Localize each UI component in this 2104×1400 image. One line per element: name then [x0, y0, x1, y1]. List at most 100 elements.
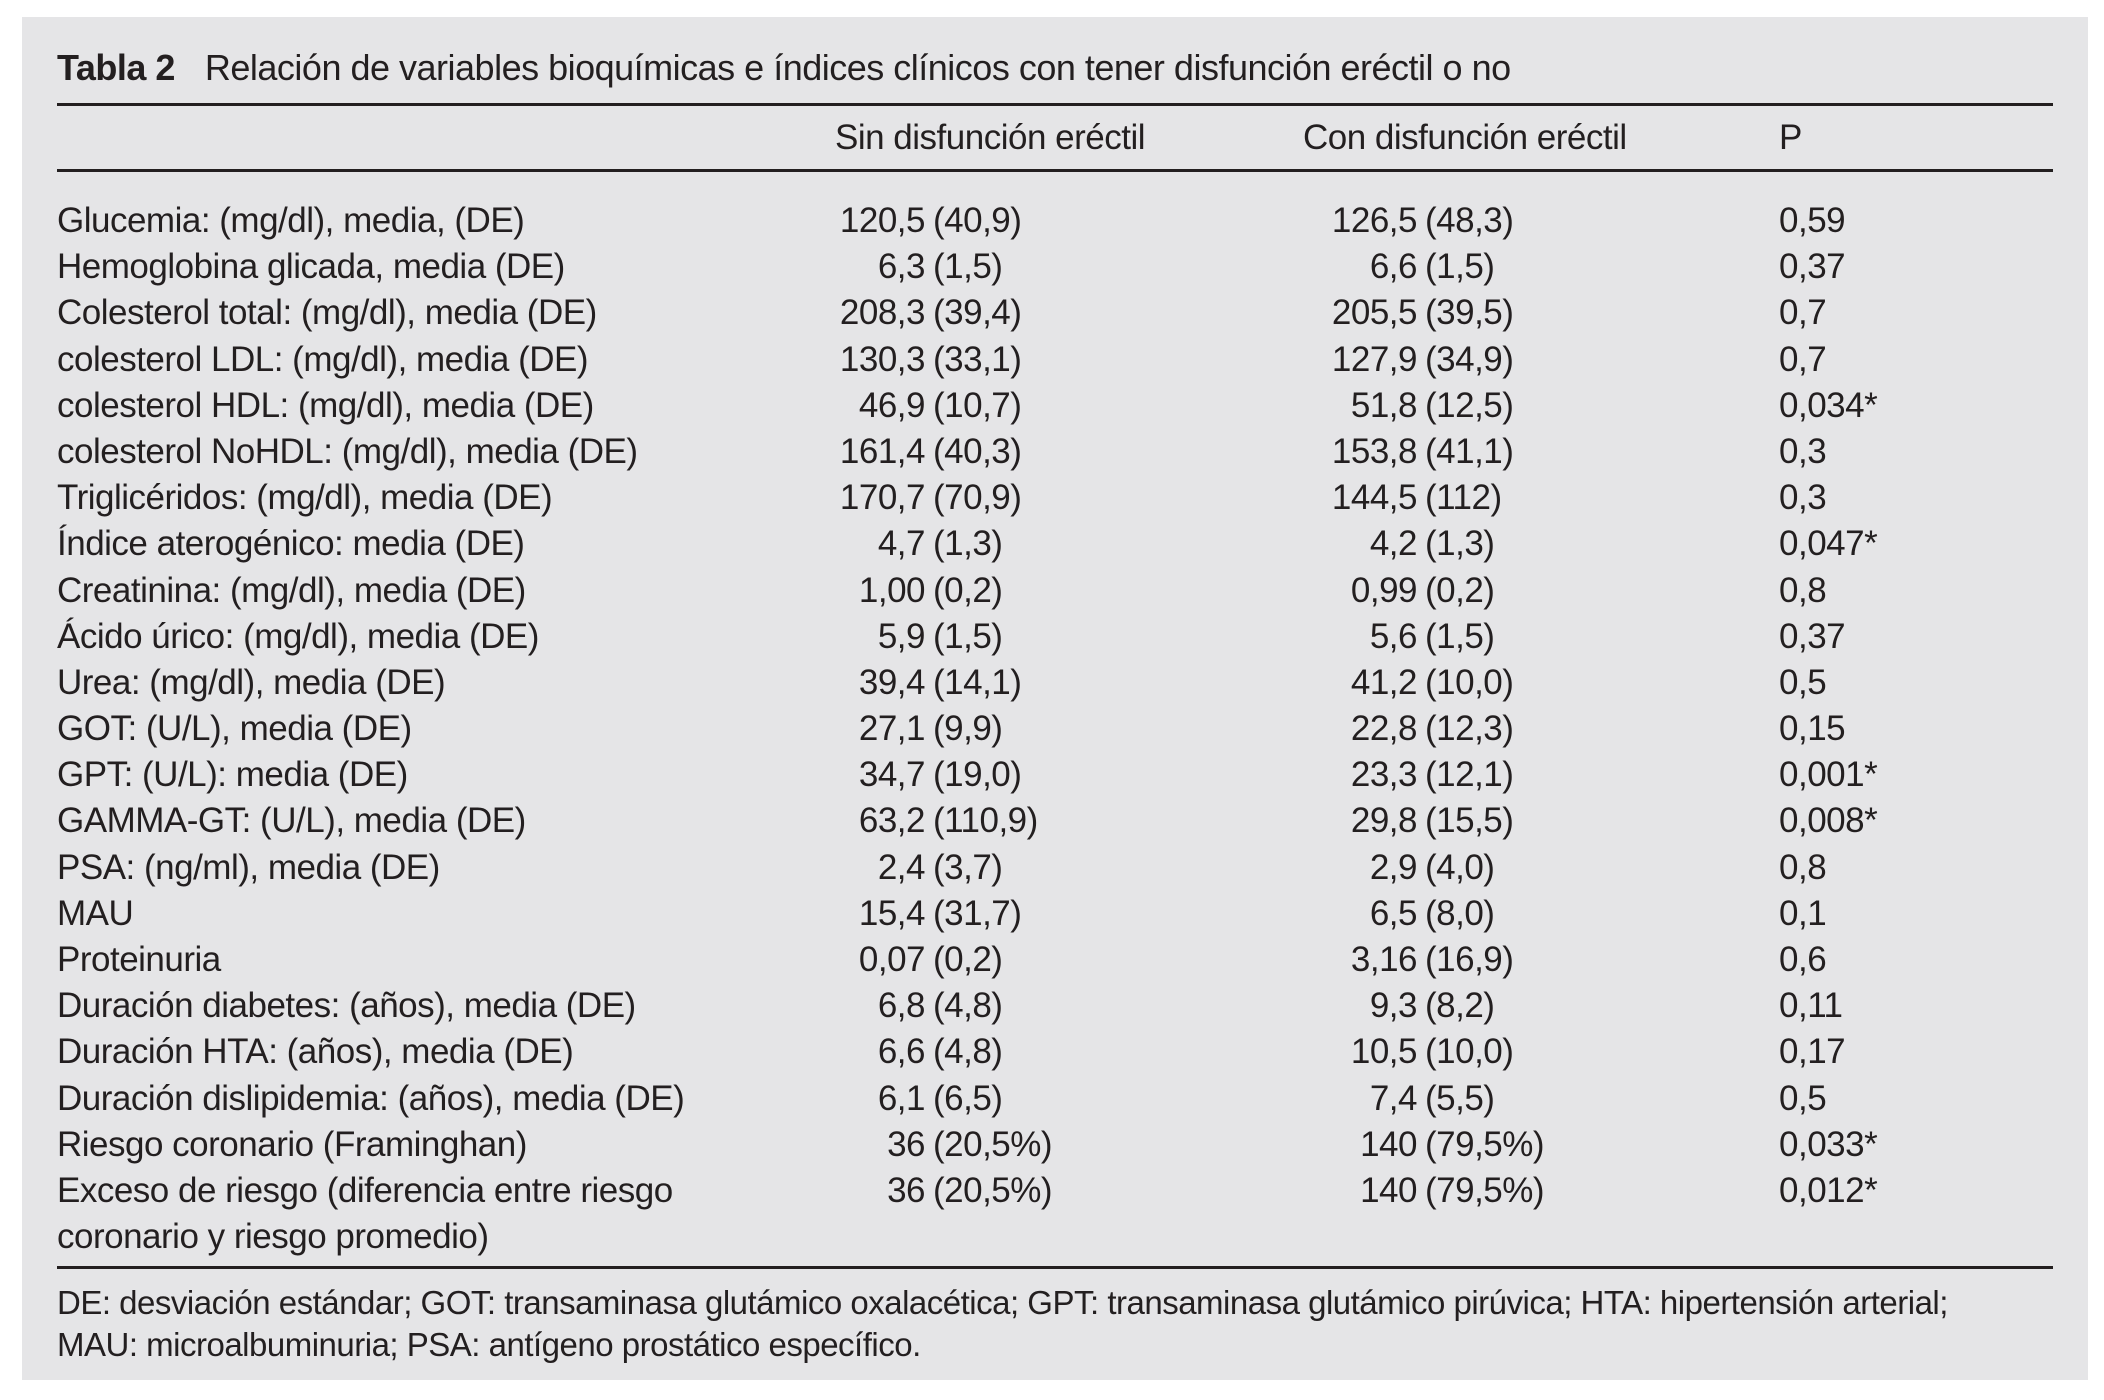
cell-con-mean: 41,2	[1350, 662, 1418, 702]
cell-con-mean: 7,4	[1369, 1078, 1418, 1118]
header-rule	[57, 169, 2053, 172]
cell-p-value: 0,5	[1779, 662, 1827, 702]
table-row: Índice aterogénico: media (DE) 4,7 (1,3) 4,…	[22, 521, 2088, 567]
cell-con-mean: 127,9	[1331, 339, 1418, 379]
cell-con-sd: (1,5)	[1425, 616, 1495, 656]
cell-sin-mean: 36	[887, 1170, 925, 1210]
row-label: Ácido úrico: (mg/dl), media (DE)	[57, 616, 539, 656]
cell-con-mean: 51,8	[1350, 385, 1418, 425]
cell-con-sd: (41,1)	[1425, 431, 1514, 471]
row-label: GAMMA-GT: (U/L), media (DE)	[57, 801, 526, 841]
table-row: Proteinuria 0,07 (0,2) 3,16 (16,9) 0,6	[22, 937, 2088, 983]
table-row: Glucemia: (mg/dl), media, (DE) 120,5 (40,9…	[22, 198, 2088, 244]
cell-p-value: 0,001*	[1779, 755, 1878, 795]
cell-p-value: 0,033*	[1779, 1124, 1878, 1164]
table-row: GPT: (U/L): media (DE) 34,7 (19,0) 23,3 (12,…	[22, 752, 2088, 798]
cell-sin-mean: 4,7	[877, 524, 926, 564]
row-label: Índice aterogénico: media (DE)	[57, 524, 525, 564]
cell-sin-sd: (4,8)	[933, 1032, 1003, 1072]
table-panel: Tabla 2 Relación de variables bioquímicas…	[22, 17, 2088, 1380]
cell-sin-mean: 15,4	[858, 893, 926, 933]
row-label: Duración HTA: (años), media (DE)	[57, 1032, 574, 1072]
cell-sin-sd: (39,4)	[933, 293, 1022, 333]
page-title: Relación de variables bioquímicas e índi…	[204, 47, 1511, 88]
cell-con-mean: 205,5	[1331, 293, 1418, 333]
cell-sin-mean: 170,7	[839, 478, 926, 518]
cell-sin-mean: 6,3	[877, 247, 926, 287]
cell-sin-sd: (14,1)	[933, 662, 1022, 702]
row-label: GPT: (U/L): media (DE)	[57, 755, 408, 795]
cell-sin-sd: (19,0)	[933, 755, 1022, 795]
cell-sin-sd: (20,5%)	[933, 1124, 1053, 1164]
cell-sin-mean: 0,07	[858, 940, 926, 979]
cell-con-sd: (39,5)	[1425, 293, 1514, 333]
cell-p-value: 0,3	[1779, 478, 1827, 518]
cell-con-mean: 140	[1360, 1124, 1417, 1164]
table-row: GOT: (U/L), media (DE) 27,1 (9,9) 22,8 (12,3…	[22, 706, 2088, 752]
top-rule	[57, 103, 2053, 106]
cell-sin-mean: 63,2	[858, 801, 926, 841]
column-header-con-disfuncion: Con disfunción eréctil	[1303, 118, 1627, 157]
cell-con-sd: (4,0)	[1425, 847, 1495, 887]
row-label: GOT: (U/L), media (DE)	[57, 709, 412, 749]
row-label: Exceso de riesgo (diferencia entre riesg…	[57, 1170, 673, 1210]
cell-sin-sd: (20,5%)	[933, 1170, 1053, 1210]
cell-sin-mean: 39,4	[858, 662, 926, 702]
table-row: colesterol HDL: (mg/dl), media (DE) 46,9(…	[22, 383, 2088, 429]
cell-p-value: 0,37	[1779, 247, 1846, 287]
cell-con-mean: 144,5	[1331, 478, 1418, 518]
cell-p-value: 0,8	[1779, 570, 1827, 610]
cell-sin-sd: (0,2)	[933, 940, 1003, 979]
cell-con-sd: (5,5)	[1425, 1078, 1495, 1118]
cell-con-sd: (112)	[1425, 478, 1502, 518]
table-row: Ácido úrico: (mg/dl), media (DE) 5,9 (1,5)…	[22, 614, 2088, 660]
row-label: Glucemia: (mg/dl), media, (DE)	[57, 201, 525, 240]
cell-sin-mean: 6,8	[877, 986, 926, 1026]
cell-sin-mean: 161,4	[839, 431, 926, 471]
cell-sin-mean: 46,9	[858, 385, 926, 425]
cell-con-mean: 22,8	[1350, 709, 1418, 749]
cell-p-value: 0,8	[1779, 847, 1827, 887]
table-row: PSA: (ng/ml), media (DE) 2,4 (3,7) 2,9 (4,0)…	[22, 845, 2088, 891]
table-row: Duración dislipidemia: (años), media (DE…	[22, 1076, 2088, 1122]
column-header-sin-disfuncion: Sin disfunción eréctil	[835, 118, 1146, 157]
cell-con-sd: (10,0)	[1425, 1032, 1514, 1072]
cell-sin-mean: 6,6	[877, 1032, 926, 1072]
cell-con-sd: (48,3)	[1425, 201, 1514, 240]
cell-p-value: 0,59	[1779, 201, 1846, 240]
table-row: Hemoglobina glicada, media (DE) 6,3 (1,5) 6…	[22, 244, 2088, 290]
cell-con-mean: 4,2	[1369, 524, 1418, 564]
cell-sin-sd: (6,5)	[933, 1078, 1003, 1118]
cell-con-sd: (0,2)	[1425, 570, 1495, 610]
cell-sin-sd: (31,7)	[933, 893, 1022, 933]
cell-p-value: 0,008*	[1779, 801, 1878, 841]
cell-con-sd: (79,5%)	[1425, 1124, 1545, 1164]
cell-p-value: 0,3	[1779, 431, 1827, 471]
table-row: Urea: (mg/dl), media (DE) 39,4 (14,1) 41,2(…	[22, 660, 2088, 706]
table-row: Triglicéridos: (mg/dl), media (DE) 170,7(…	[22, 475, 2088, 521]
cell-sin-mean: 6,1	[877, 1078, 926, 1118]
cell-p-value: 0,37	[1779, 616, 1846, 656]
row-label: PSA: (ng/ml), media (DE)	[57, 847, 440, 887]
table-row-continuation: coronario y riesgo promedio)	[22, 1214, 2088, 1260]
cell-con-sd: (12,1)	[1425, 755, 1514, 795]
row-label: Riesgo coronario (Framinghan)	[57, 1124, 527, 1164]
cell-con-mean: 5,6	[1369, 616, 1418, 656]
footnote-line-2: MAU: microalbuminuria; PSA: antígeno pro…	[57, 1326, 921, 1363]
cell-p-value: 0,012*	[1779, 1170, 1878, 1210]
row-label: Urea: (mg/dl), media (DE)	[57, 662, 446, 702]
cell-sin-sd: (1,5)	[933, 616, 1003, 656]
cell-p-value: 0,11	[1779, 986, 1843, 1026]
cell-sin-mean: 34,7	[858, 755, 926, 795]
cell-con-sd: (12,5)	[1425, 385, 1514, 425]
table-row: colesterol NoHDL: (mg/dl), media (DE) 161…	[22, 429, 2088, 475]
table-body: Glucemia: (mg/dl), media, (DE) 120,5 (40,9…	[22, 198, 2088, 1260]
cell-sin-sd: (70,9)	[933, 478, 1022, 518]
cell-sin-mean: 5,9	[877, 616, 926, 656]
cell-p-value: 0,5	[1779, 1078, 1827, 1118]
cell-p-value: 0,047*	[1779, 524, 1878, 564]
table-row: Creatinina: (mg/dl), media (DE) 1,00 (0,2)…	[22, 568, 2088, 614]
table-row: Duración HTA: (años), media (DE) 6,6 (4,8)…	[22, 1029, 2088, 1075]
column-header-p: P	[1779, 118, 1802, 157]
footnote-line-1: DE: desviación estándar; GOT: transamina…	[57, 1284, 1948, 1321]
